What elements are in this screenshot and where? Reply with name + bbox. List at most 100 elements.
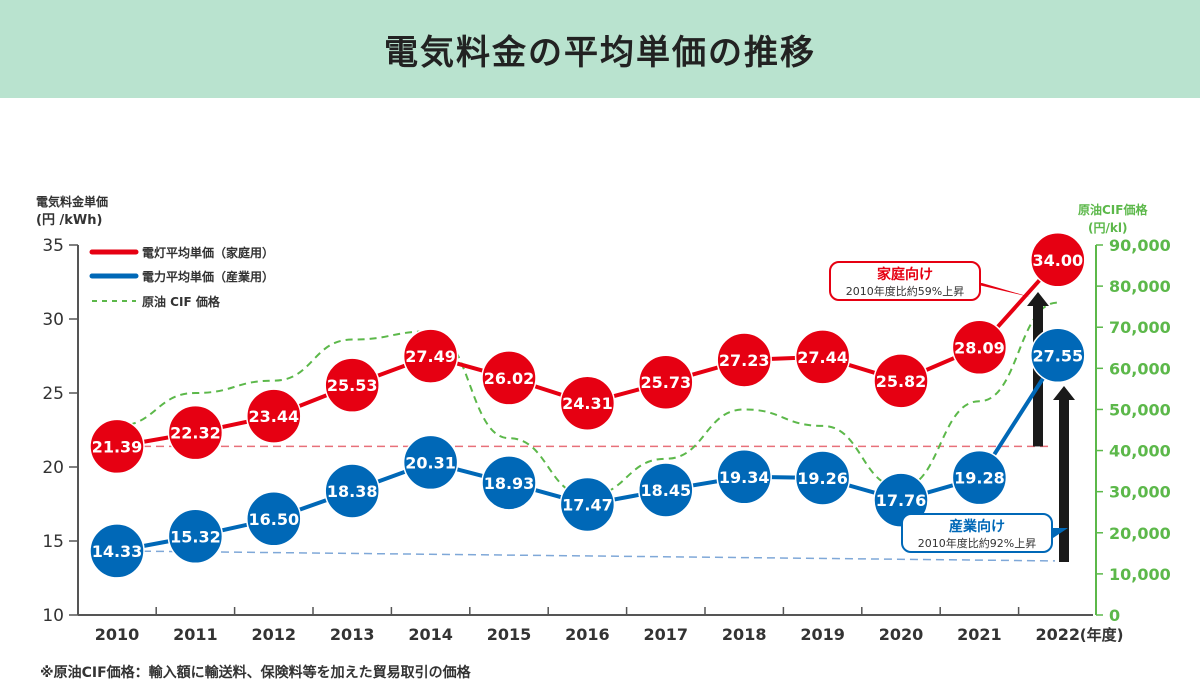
data-point-industry bbox=[559, 476, 616, 533]
data-label-household: 22.32 bbox=[170, 424, 221, 443]
left-tick-label: 35 bbox=[42, 236, 64, 256]
right-tick-label: 0 bbox=[1109, 606, 1120, 625]
data-point-industry bbox=[716, 449, 772, 505]
data-label-household: 25.82 bbox=[876, 372, 927, 391]
right-tick-label: 20,000 bbox=[1109, 524, 1171, 543]
data-point-industry bbox=[402, 434, 459, 491]
page-title: 電気料金の平均単価の推移 bbox=[384, 32, 816, 73]
data-point-household bbox=[716, 332, 772, 388]
data-point-household bbox=[873, 353, 929, 409]
callout-household bbox=[829, 261, 981, 301]
x-tick-label: 2022 bbox=[1036, 625, 1081, 644]
data-point-household bbox=[402, 328, 459, 384]
data-label-industry: 18.38 bbox=[327, 482, 378, 501]
x-unit-label: (年度) bbox=[1080, 626, 1124, 644]
data-label-household: 27.23 bbox=[719, 351, 770, 370]
data-label-industry: 18.93 bbox=[484, 474, 535, 493]
x-tick-label: 2015 bbox=[487, 625, 532, 644]
right-tick-label: 80,000 bbox=[1109, 277, 1171, 296]
left-tick-label: 20 bbox=[42, 458, 64, 478]
data-label-industry: 27.55 bbox=[1032, 346, 1083, 365]
x-tick-label: 2021 bbox=[957, 625, 1002, 644]
footnote: ※原油CIF価格：輸入額に輸送料、保険料等を加えた貿易取引の価格 bbox=[40, 665, 471, 681]
callout-pointer-industry bbox=[1050, 528, 1068, 540]
legend-label: 電力平均単価（産業用） bbox=[142, 269, 274, 284]
right-axis-title: 原油CIF価格 bbox=[1078, 202, 1148, 217]
data-point-household bbox=[481, 350, 537, 406]
callout-industry-title: 産業向け bbox=[949, 518, 1005, 535]
legend-label: 電灯平均単価（家庭用） bbox=[142, 245, 274, 260]
x-tick-label: 2018 bbox=[722, 625, 767, 644]
right-tick-label: 70,000 bbox=[1109, 318, 1171, 337]
x-tick-label: 2019 bbox=[800, 625, 845, 644]
data-label-household: 23.44 bbox=[248, 407, 299, 426]
arrow-household-head bbox=[1027, 292, 1049, 306]
data-point-household bbox=[324, 357, 380, 413]
x-tick-label: 2014 bbox=[408, 625, 453, 644]
right-tick-label: 10,000 bbox=[1109, 565, 1171, 584]
x-tick-label: 2016 bbox=[565, 625, 610, 644]
left-axis-unit: (円 /kWh) bbox=[36, 213, 102, 228]
data-point-industry bbox=[246, 491, 302, 547]
data-point-household bbox=[794, 329, 851, 385]
data-label-industry: 14.33 bbox=[92, 542, 143, 561]
x-tick-label: 2010 bbox=[95, 625, 140, 644]
right-tick-label: 60,000 bbox=[1109, 359, 1171, 378]
legend-label: 原油 CIF 価格 bbox=[142, 294, 221, 309]
left-tick-label: 15 bbox=[42, 532, 64, 552]
data-label-industry: 19.26 bbox=[797, 469, 848, 488]
data-point-household bbox=[89, 418, 145, 475]
reference-line-industry bbox=[116, 550, 1056, 562]
right-tick-label: 50,000 bbox=[1109, 400, 1171, 419]
data-label-household: 34.00 bbox=[1032, 251, 1083, 270]
left-tick-label: 30 bbox=[42, 310, 64, 330]
data-label-household: 27.44 bbox=[797, 348, 848, 367]
data-label-industry: 17.47 bbox=[562, 495, 613, 514]
data-point-industry bbox=[1030, 327, 1086, 384]
data-point-household bbox=[167, 404, 224, 461]
callout-household-text: 2010年度比約59%上昇 bbox=[846, 284, 964, 298]
data-point-industry bbox=[89, 523, 145, 579]
data-point-household bbox=[559, 375, 616, 431]
callout-industry bbox=[901, 513, 1053, 553]
right-tick-label: 30,000 bbox=[1109, 483, 1171, 502]
data-point-industry bbox=[638, 462, 694, 518]
x-tick-label: 2012 bbox=[252, 625, 297, 644]
data-label-household: 26.02 bbox=[484, 369, 535, 388]
x-tick-label: 2020 bbox=[879, 625, 924, 644]
data-label-industry: 16.50 bbox=[248, 510, 299, 529]
data-label-household: 27.49 bbox=[405, 347, 456, 366]
left-axis-title: 電気料金単価 bbox=[36, 194, 108, 209]
data-label-industry: 20.31 bbox=[405, 453, 456, 472]
right-tick-label: 40,000 bbox=[1109, 442, 1171, 461]
data-label-household: 24.31 bbox=[562, 394, 613, 413]
data-point-industry bbox=[167, 508, 224, 565]
left-tick-label: 25 bbox=[42, 384, 64, 404]
data-point-household bbox=[1030, 232, 1086, 288]
callout-pointer-household bbox=[970, 283, 1030, 297]
data-point-household bbox=[246, 388, 302, 444]
data-label-industry: 15.32 bbox=[170, 527, 221, 546]
callout-household-title: 家庭向け bbox=[877, 266, 933, 283]
data-label-industry: 19.28 bbox=[954, 469, 1005, 488]
data-point-industry bbox=[481, 455, 537, 511]
data-point-industry bbox=[794, 450, 851, 506]
x-tick-label: 2017 bbox=[644, 625, 689, 644]
data-label-industry: 18.45 bbox=[640, 481, 691, 500]
x-tick-label: 2013 bbox=[330, 625, 375, 644]
left-tick-label: 10 bbox=[42, 606, 64, 626]
data-point-industry bbox=[324, 463, 380, 519]
data-label-household: 28.09 bbox=[954, 338, 1005, 357]
data-label-household: 25.73 bbox=[640, 373, 691, 392]
x-tick-label: 2011 bbox=[173, 625, 218, 644]
arrow-industry-shaft bbox=[1059, 396, 1069, 562]
title-bar: 電気料金の平均単価の推移 bbox=[0, 0, 1200, 98]
data-label-household: 21.39 bbox=[92, 437, 143, 456]
data-point-household bbox=[638, 354, 694, 410]
right-tick-label: 90,000 bbox=[1109, 236, 1171, 255]
arrow-industry-head bbox=[1053, 386, 1075, 400]
callout-industry-text: 2010年度比約92%上昇 bbox=[918, 536, 1036, 550]
data-label-industry: 17.76 bbox=[876, 491, 927, 510]
data-label-household: 25.53 bbox=[327, 376, 378, 395]
